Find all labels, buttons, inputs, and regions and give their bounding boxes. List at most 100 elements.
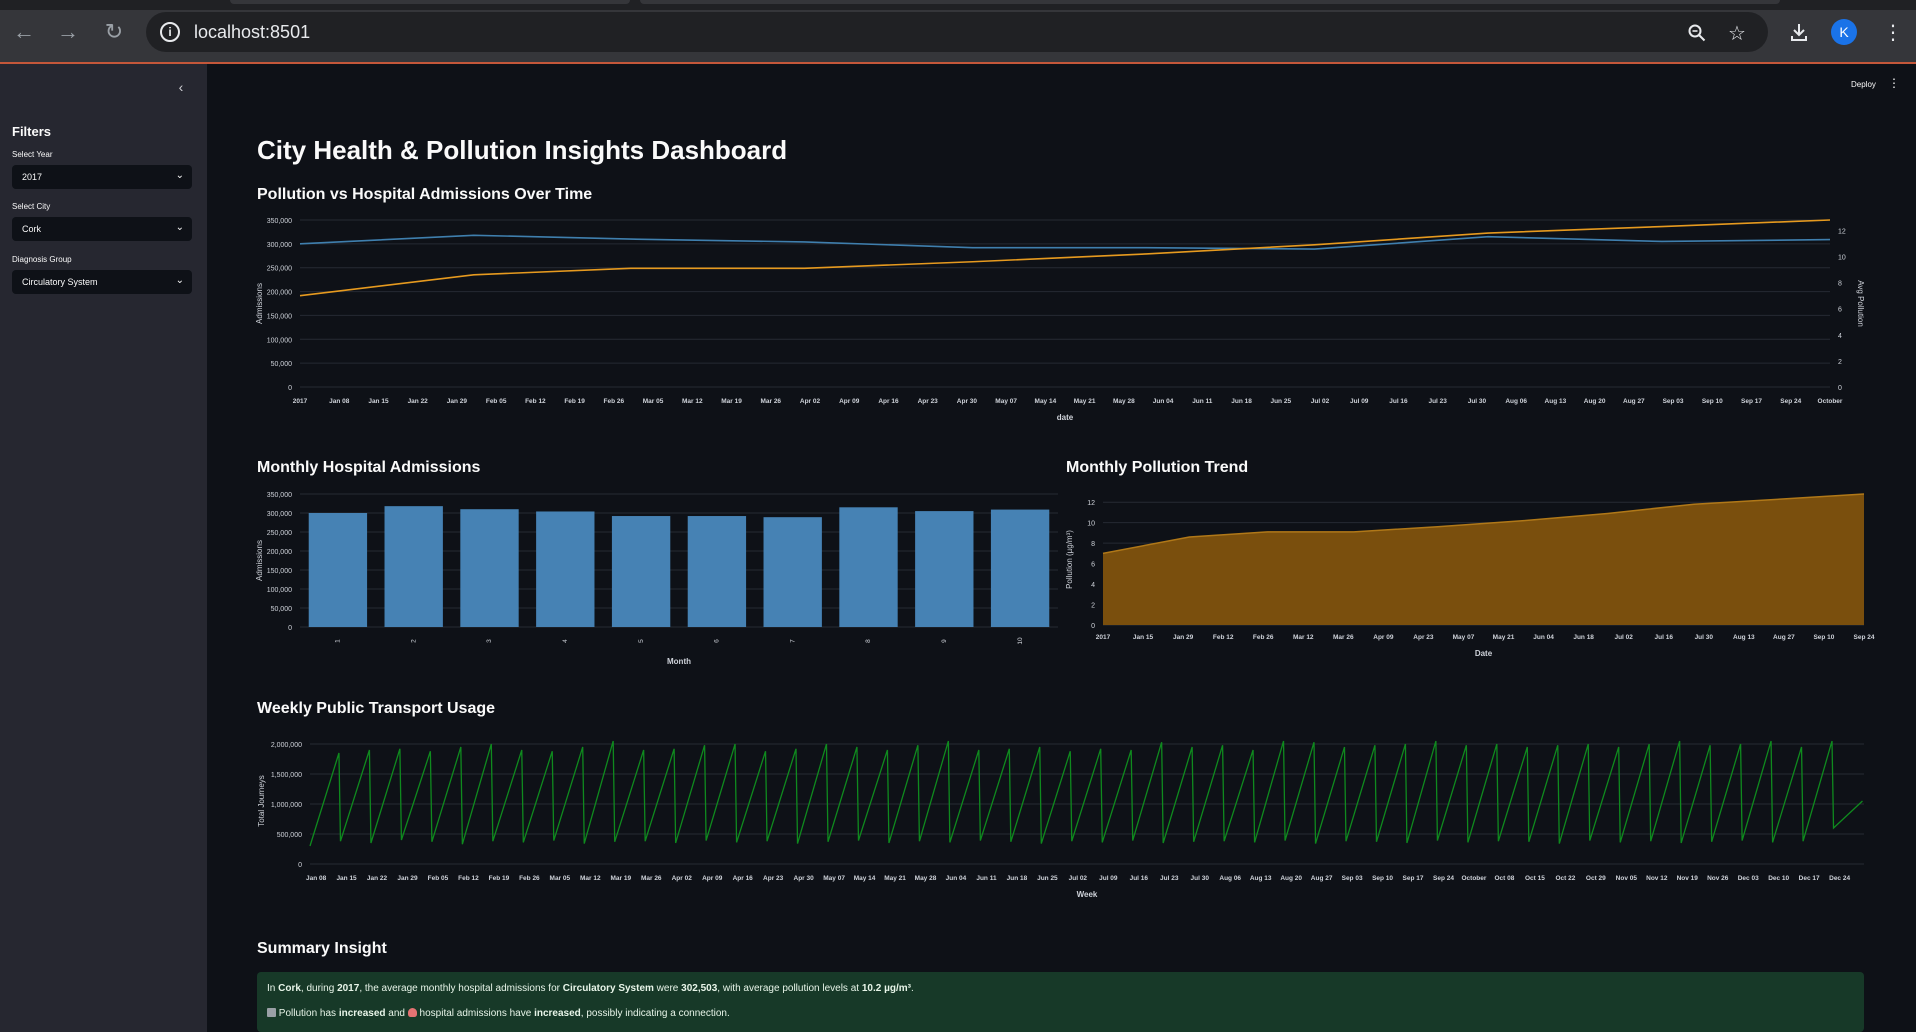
y-tick-label: 2,000,000 xyxy=(271,742,302,749)
pollution-area-chart[interactable]: 0 2 4 6 8 10 12 2017 Jan 15 Jan 29 Feb 12 Feb 26 Mar… xyxy=(1060,484,1875,669)
x-tick-label: Aug 13 xyxy=(1545,398,1567,405)
x-tick-label: Sep 03 xyxy=(1663,398,1684,405)
x-tick-label: Jan 29 xyxy=(397,875,418,882)
summary-text: hospital admissions have xyxy=(416,1008,535,1019)
y-axis-label: Admissions xyxy=(255,283,264,324)
x-tick-label: Jun 04 xyxy=(1533,634,1554,641)
chevron-down-icon: ⌄ xyxy=(175,222,184,233)
profile-avatar[interactable]: K xyxy=(1831,19,1857,45)
summary-text: , during xyxy=(300,983,338,994)
x-tick-label: Dec 10 xyxy=(1768,875,1789,882)
address-url[interactable]: localhost:8501 xyxy=(194,22,311,42)
x-tick-label: Dec 24 xyxy=(1829,875,1850,882)
year-value: 2017 xyxy=(22,172,43,182)
x-tick-label: Mar 05 xyxy=(550,875,571,882)
x-tick-label: Jul 09 xyxy=(1099,875,1118,882)
x-tick-label: Apr 23 xyxy=(1413,634,1434,641)
collapse-sidebar-icon[interactable]: ‹ xyxy=(178,79,184,95)
x-tick-label: Jul 23 xyxy=(1160,875,1179,882)
x-tick-label: Jan 29 xyxy=(1173,634,1194,641)
download-icon[interactable] xyxy=(1784,18,1814,46)
x-tick-label: Aug 20 xyxy=(1280,875,1302,882)
summary-city: Cork xyxy=(278,983,301,994)
y-tick-label: 150,000 xyxy=(267,313,292,320)
summary-admissions-trend: increased xyxy=(534,1008,581,1019)
x-tick-label: Jan 08 xyxy=(329,398,350,405)
reload-icon[interactable]: ↻ xyxy=(104,19,124,44)
x-tick-label: Sep 24 xyxy=(1433,875,1454,882)
section-title-combined: Pollution vs Hospital Admissions Over Ti… xyxy=(257,186,593,203)
x-tick-label: Nov 12 xyxy=(1646,875,1668,882)
app-menu-icon[interactable]: ⋮ xyxy=(1888,76,1900,90)
bar xyxy=(611,516,671,627)
x-tick-label: Aug 06 xyxy=(1219,875,1241,882)
y-tick-label: 10 xyxy=(1087,521,1095,528)
combined-chart[interactable]: 0 50,000 100,000 150,000 200,000 250,000 300,0… xyxy=(250,210,1890,430)
pollution-series-line xyxy=(299,219,1831,297)
x-tick-label: May 21 xyxy=(884,875,906,882)
x-tick-label: Jul 09 xyxy=(1350,398,1369,405)
summary-insight-box: In Cork, during 2017, the average monthl… xyxy=(257,972,1864,1032)
forward-icon[interactable]: → xyxy=(57,19,79,44)
x-tick-label: Oct 22 xyxy=(1555,875,1575,882)
y2-tick-label: 4 xyxy=(1838,333,1842,340)
x-tick-label: Sep 17 xyxy=(1403,875,1424,882)
year-select[interactable]: 2017 ⌄ xyxy=(12,165,192,189)
x-tick-label: Apr 09 xyxy=(839,398,860,405)
summary-line-2: Pollution has increased and hospital adm… xyxy=(267,1008,730,1019)
y-tick-label: 150,000 xyxy=(267,568,292,575)
y-tick-label: 50,000 xyxy=(271,606,293,613)
x-tick-label: Mar 26 xyxy=(1333,634,1354,641)
address-bar[interactable]: i localhost:8501 ☆ xyxy=(146,12,1768,52)
summary-text: , possibly indicating a connection. xyxy=(580,1008,730,1019)
pollution-area xyxy=(1103,494,1864,625)
y-axis-label: Total Journeys xyxy=(257,775,266,827)
x-tick-label: Jul 16 xyxy=(1130,875,1149,882)
x-tick-label: Oct 15 xyxy=(1525,875,1545,882)
y2-tick-label: 2 xyxy=(1838,359,1842,366)
back-icon[interactable]: ← xyxy=(13,19,35,44)
x-axis-label: Date xyxy=(1475,649,1493,658)
x-tick-label: Aug 13 xyxy=(1733,634,1755,641)
transport-line-chart[interactable]: 0 500,000 1,000,000 1,500,000 2,000,000 Jan 0… xyxy=(250,728,1890,908)
summary-text: , the average monthly hospital admission… xyxy=(359,983,563,994)
x-tick-label: Sep 10 xyxy=(1813,634,1834,641)
y-tick-label: 500,000 xyxy=(277,832,302,839)
x-tick-label: Jan 15 xyxy=(336,875,357,882)
x-tick-label: 6 xyxy=(714,639,721,643)
y2-tick-label: 12 xyxy=(1838,228,1846,235)
zoom-icon[interactable] xyxy=(1684,20,1710,46)
x-tick-label: Jun 25 xyxy=(1270,398,1291,405)
star-icon[interactable]: ☆ xyxy=(1728,22,1746,45)
diagnosis-select[interactable]: Circulatory System ⌄ xyxy=(12,270,192,294)
x-tick-label: Apr 30 xyxy=(794,875,815,882)
x-tick-label: Jun 11 xyxy=(976,875,997,882)
x-tick-label: Jun 18 xyxy=(1231,398,1252,405)
x-tick-label: Aug 27 xyxy=(1623,398,1645,405)
x-tick-label: Feb 12 xyxy=(458,875,479,882)
x-tick-label: Oct 29 xyxy=(1586,875,1606,882)
admissions-bar-chart[interactable]: 0 50,000 100,000 150,000 200,000 250,000 300,0… xyxy=(250,484,1060,669)
x-tick-label: Jul 30 xyxy=(1468,398,1487,405)
filters-title: Filters xyxy=(12,124,52,139)
x-tick-label: May 28 xyxy=(1113,398,1135,405)
x-tick-label: May 07 xyxy=(1453,634,1475,641)
y-tick-label: 0 xyxy=(1091,623,1095,630)
y-tick-label: 300,000 xyxy=(267,511,292,518)
x-tick-label: Aug 13 xyxy=(1250,875,1272,882)
deploy-button[interactable]: Deploy xyxy=(1851,80,1876,89)
x-tick-label: Feb 05 xyxy=(486,398,507,405)
x-tick-label: Dec 03 xyxy=(1738,875,1759,882)
menu-icon[interactable]: ⋮ xyxy=(1883,21,1903,44)
bar xyxy=(536,511,595,627)
x-tick-label: Sep 10 xyxy=(1702,398,1723,405)
x-tick-label: 9 xyxy=(941,639,948,643)
bar xyxy=(460,509,519,627)
city-select[interactable]: Cork ⌄ xyxy=(12,217,192,241)
x-tick-label: 4 xyxy=(562,639,569,643)
summary-line-1: In Cork, during 2017, the average monthl… xyxy=(267,983,914,994)
info-icon[interactable]: i xyxy=(160,22,180,42)
bar xyxy=(990,509,1050,627)
city-label: Select City xyxy=(12,202,51,211)
bar xyxy=(687,516,747,627)
